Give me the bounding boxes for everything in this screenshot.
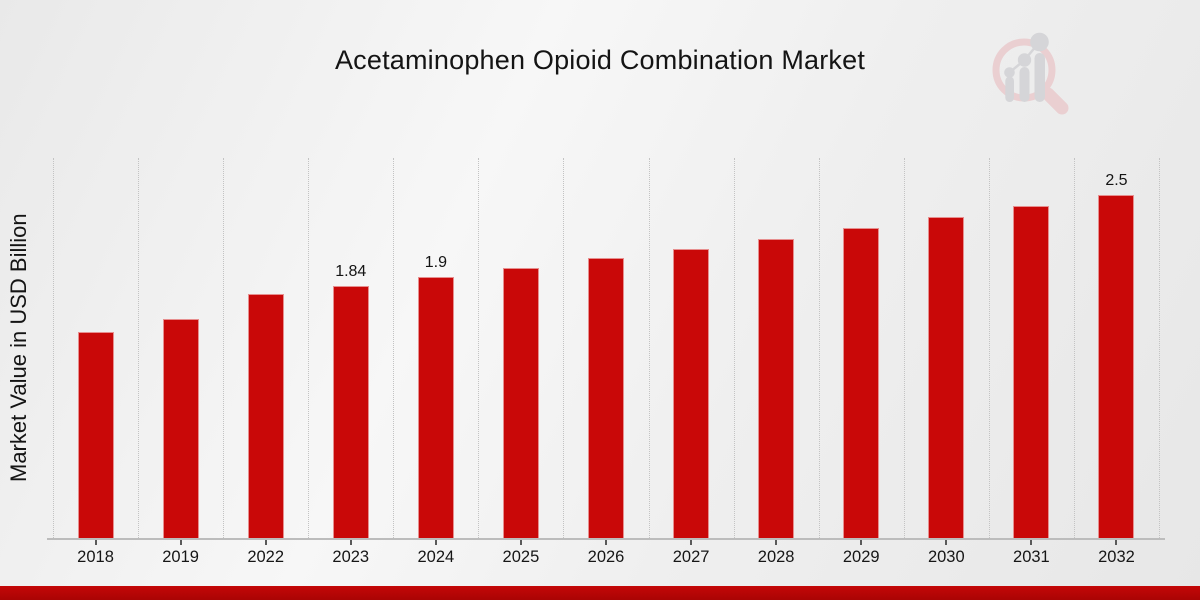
bar-2019 [162, 318, 199, 538]
x-axis-label-2019: 2019 [162, 548, 199, 566]
gridline [1159, 158, 1160, 538]
x-axis-tick-2027 [690, 540, 693, 545]
x-axis-tick-2024 [434, 540, 437, 545]
bar-2018 [77, 332, 114, 538]
footer-accent-bar [0, 586, 1200, 600]
bar-2026 [588, 258, 624, 538]
x-axis-tick-2019 [179, 540, 182, 545]
bar-2023 [332, 285, 369, 538]
bar-value-label-2024: 1.9 [424, 254, 447, 272]
gridline [733, 158, 735, 538]
bar-2028 [758, 238, 795, 538]
x-axis-label-2030: 2030 [927, 548, 965, 566]
bar-2027 [673, 248, 710, 538]
x-axis-label-2031: 2031 [1013, 548, 1050, 566]
bar-2030 [928, 217, 965, 538]
x-axis-label-2023: 2023 [332, 548, 370, 566]
gridline [223, 158, 225, 538]
gridline [308, 158, 310, 538]
gridline [988, 158, 990, 538]
gridline [1073, 158, 1075, 538]
x-axis-label-2018: 2018 [77, 548, 114, 566]
x-axis-tick-2028 [775, 540, 778, 545]
x-axis-tick-2031 [1030, 540, 1033, 545]
x-axis-tick-2030 [945, 540, 948, 545]
gridline [393, 158, 395, 538]
bar-2029 [843, 228, 880, 538]
y-axis-title: Market Value in USD Billion [6, 213, 31, 483]
x-axis-tick-2023 [349, 540, 352, 545]
x-axis-label-2028: 2028 [757, 548, 795, 566]
bar-2022 [247, 293, 284, 538]
bar-2031 [1013, 206, 1050, 538]
x-axis-label-2024: 2024 [417, 548, 455, 566]
x-axis-tick-2025 [519, 540, 522, 545]
bar-2025 [502, 267, 539, 538]
bar-value-label-2032: 2.5 [1105, 172, 1128, 189]
bar-value-label-2023: 1.84 [335, 262, 367, 280]
gridline [818, 158, 820, 538]
x-axis-label-2029: 2029 [842, 548, 880, 566]
gridline [478, 158, 480, 538]
x-axis-label-2032: 2032 [1098, 548, 1135, 566]
x-axis-line [47, 538, 1165, 540]
x-axis-tick-2022 [264, 540, 267, 545]
bar-2024 [417, 277, 454, 538]
x-axis-label-2026: 2026 [587, 548, 625, 566]
gridline [53, 158, 54, 538]
logo-bars-and-trend [1004, 32, 1049, 102]
x-axis-tick-2026 [605, 540, 607, 545]
gridline [903, 158, 905, 538]
x-axis-label-2025: 2025 [502, 548, 540, 566]
magnifier-handle [1041, 87, 1069, 115]
gridline [648, 158, 650, 538]
chart-title: Acetaminophen Opioid Combination Market [334, 45, 866, 75]
x-axis-label-2022: 2022 [247, 548, 285, 566]
gridline [563, 158, 565, 538]
x-axis-tick-2029 [860, 540, 863, 545]
x-axis-tick-2032 [1115, 540, 1118, 545]
x-axis-tick-2018 [94, 540, 97, 545]
gridline [138, 158, 140, 538]
x-axis-label-2027: 2027 [672, 548, 710, 566]
bar-2032 [1098, 195, 1135, 538]
mrfr-magnifier-chart-logo-icon [992, 32, 1069, 115]
plot-area: 2018 2019 2022 1.84 2023 1.9 2024 2025 2026 2027 2… [47, 158, 1165, 566]
